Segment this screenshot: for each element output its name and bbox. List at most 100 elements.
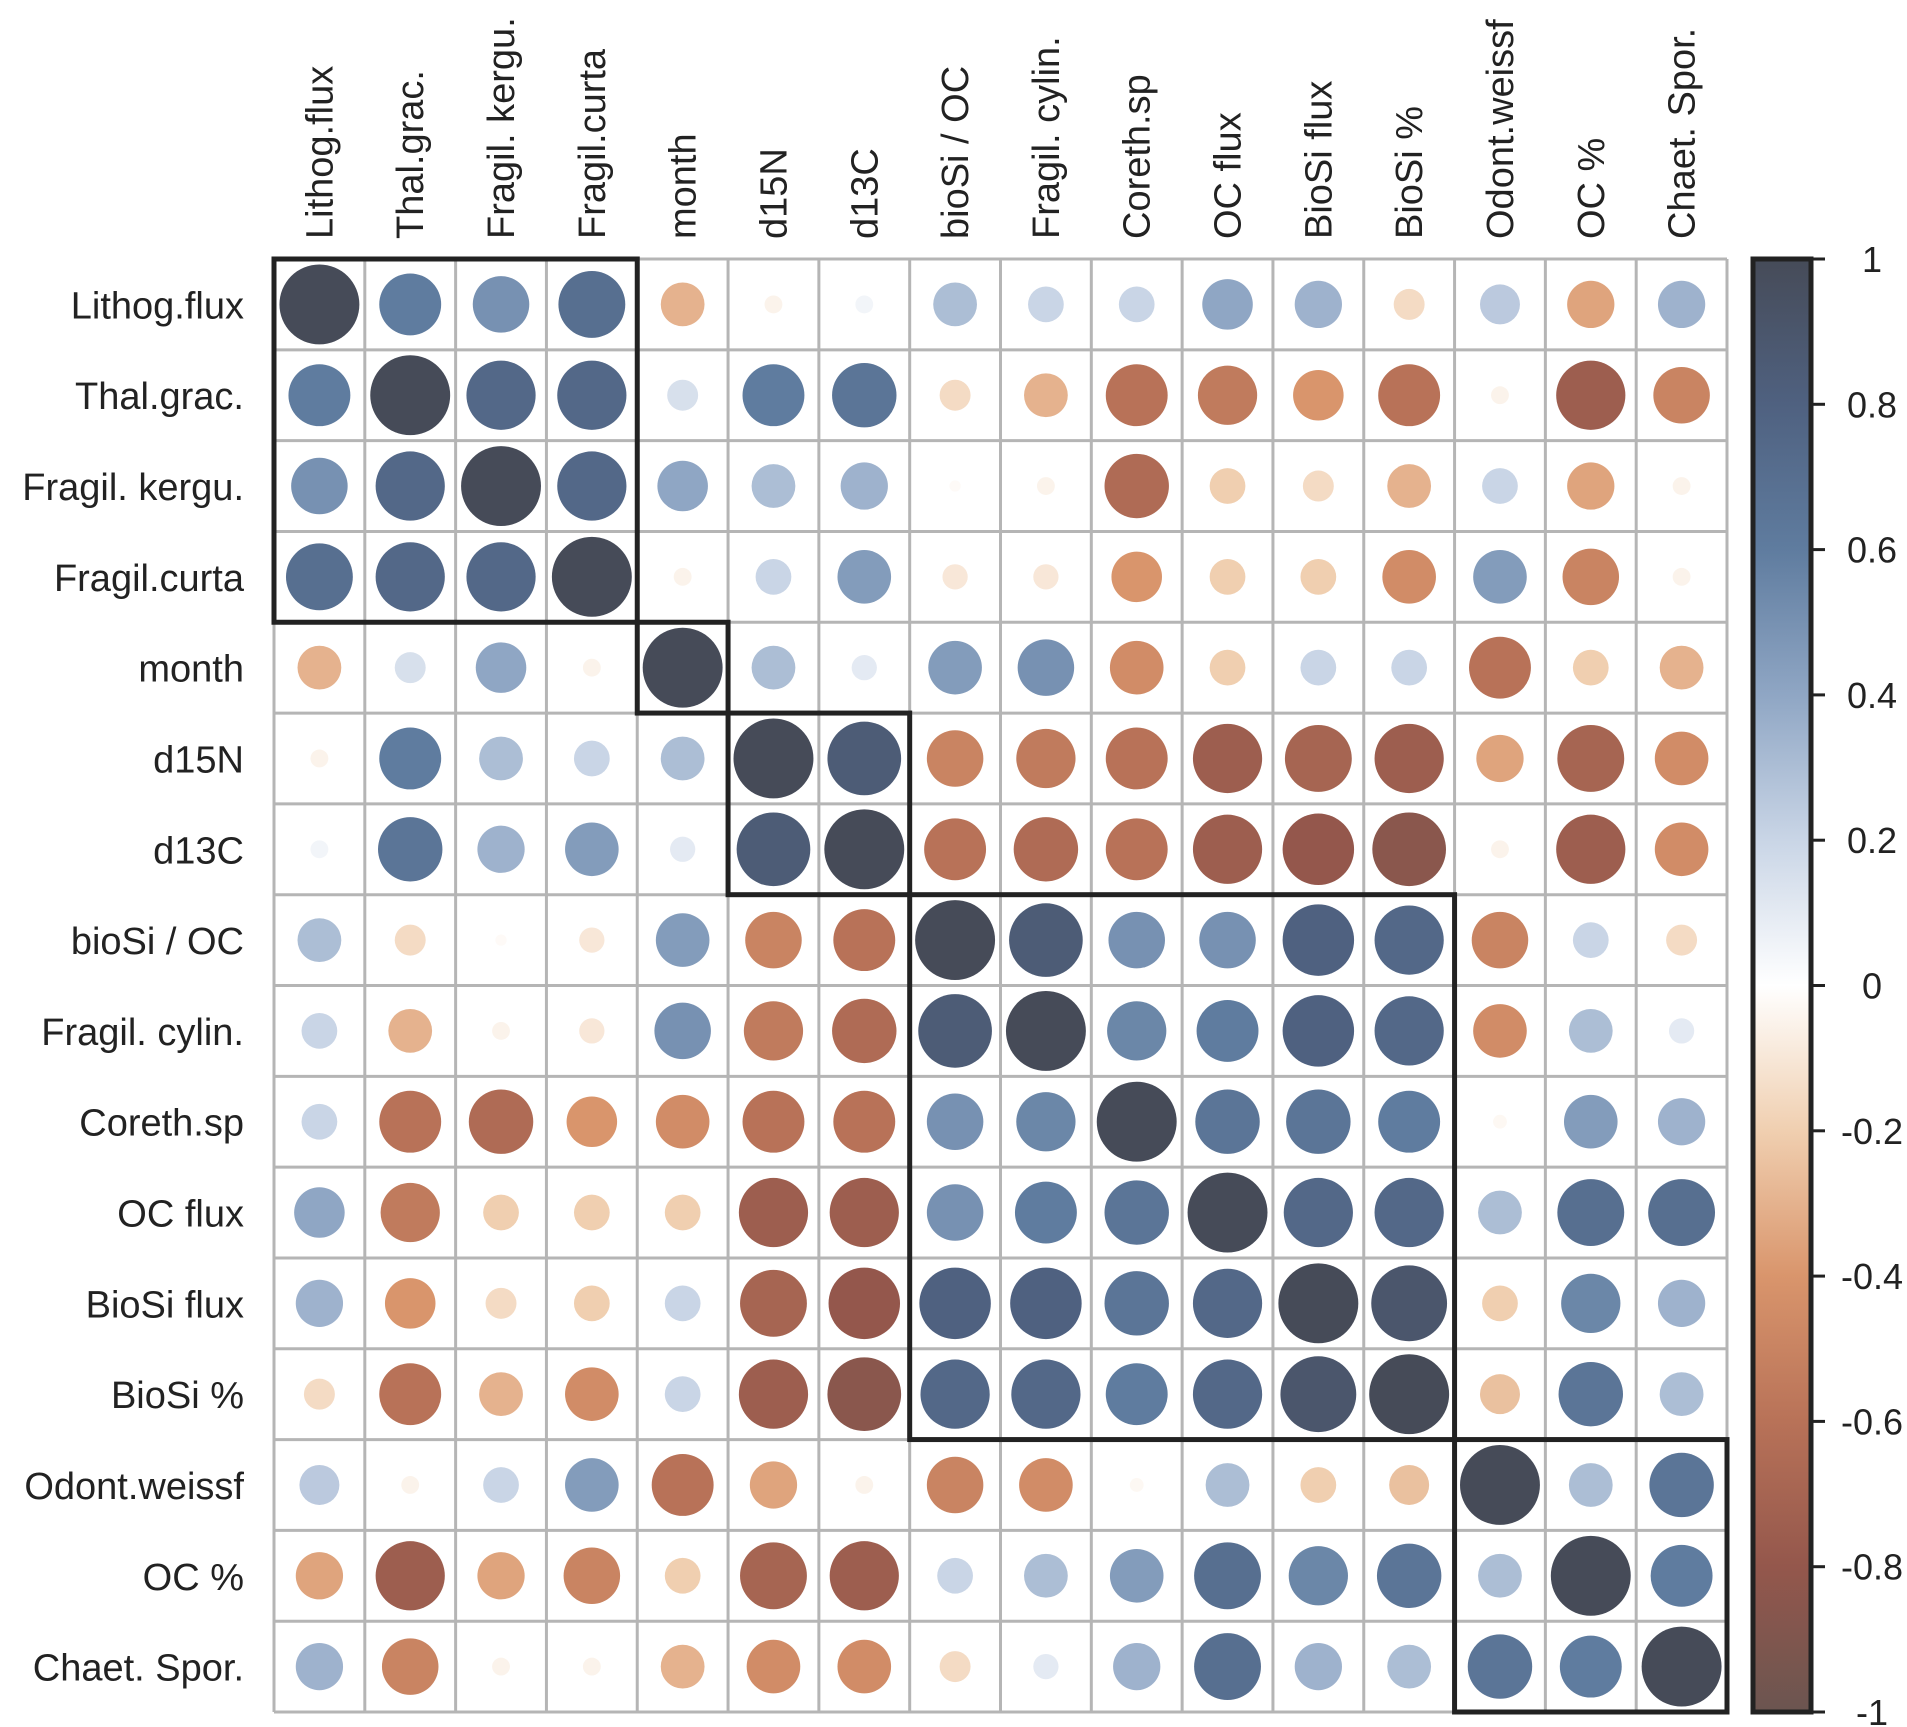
correlation-circle — [1209, 558, 1246, 595]
correlation-circle — [1376, 1543, 1442, 1608]
correlation-circle — [1387, 464, 1432, 508]
correlation-circle — [291, 457, 348, 515]
correlation-circle — [379, 273, 442, 336]
correlation-circle — [477, 1552, 525, 1600]
correlation-circle — [1550, 1535, 1631, 1616]
colorbar-tick-label: 0.2 — [1847, 820, 1897, 861]
correlation-circle — [926, 730, 984, 787]
row-label: Thal.grac. — [75, 376, 244, 418]
row-label: OC % — [143, 1557, 244, 1599]
correlation-circle — [1196, 999, 1259, 1062]
column-label: OC flux — [1208, 112, 1250, 239]
correlation-circle — [1300, 558, 1337, 595]
correlation-circle — [673, 567, 692, 586]
correlation-circle — [375, 451, 445, 521]
correlation-circle — [1104, 1271, 1169, 1336]
correlation-circle — [565, 1367, 619, 1421]
correlation-circle — [1033, 564, 1059, 590]
correlation-circle — [297, 645, 342, 690]
correlation-circle — [1460, 1445, 1540, 1525]
row-label: OC flux — [117, 1194, 244, 1236]
correlation-circle — [1192, 814, 1263, 884]
correlation-circle — [1648, 1179, 1716, 1246]
correlation-circle — [742, 1090, 805, 1153]
correlation-circle — [479, 736, 523, 781]
correlation-circle — [660, 282, 705, 327]
correlation-circle — [1011, 1359, 1081, 1429]
correlation-circle — [764, 295, 783, 314]
correlation-circle — [1010, 1267, 1082, 1340]
correlation-circle — [1013, 817, 1079, 882]
correlation-circle — [479, 1372, 523, 1417]
correlation-circle — [942, 564, 968, 590]
correlation-circle — [301, 1013, 338, 1049]
correlation-circle — [299, 1464, 340, 1505]
cluster-boxes — [271, 256, 1730, 1715]
correlation-circle — [1280, 1356, 1357, 1433]
correlation-circle — [1482, 468, 1518, 504]
correlation-circle — [1476, 734, 1524, 783]
correlation-circle — [379, 1090, 442, 1153]
correlation-circle — [642, 627, 723, 708]
correlation-circle — [949, 480, 961, 492]
correlation-circle — [1293, 369, 1344, 421]
correlation-circle — [1374, 723, 1444, 794]
correlation-circle — [466, 360, 536, 430]
correlation-circle — [939, 379, 971, 411]
correlation-circle — [384, 1278, 436, 1329]
correlation-circle — [1104, 1180, 1169, 1245]
correlation-circle — [1118, 286, 1155, 323]
correlation-circle — [1294, 280, 1342, 329]
correlation-circle — [303, 1378, 335, 1410]
correlation-circle — [851, 655, 877, 681]
correlation-circle — [279, 264, 360, 345]
correlation-circle — [667, 379, 699, 411]
correlation-circle — [301, 1103, 338, 1140]
correlation-circle — [1372, 812, 1446, 887]
correlation-circle — [1288, 1546, 1348, 1606]
correlation-circle — [920, 1359, 990, 1429]
correlation-circle — [751, 464, 796, 508]
correlation-circle — [1378, 364, 1441, 427]
correlation-circle — [1192, 723, 1263, 794]
correlation-circle — [1282, 813, 1355, 886]
correlation-circle — [1562, 548, 1620, 606]
correlation-circle — [1286, 1089, 1351, 1154]
correlation-circle — [933, 282, 977, 327]
correlation-circle — [573, 740, 610, 777]
correlation-circle — [827, 1357, 902, 1431]
colorbar-tick-label: 0.8 — [1847, 384, 1897, 425]
correlation-circle — [660, 736, 705, 781]
correlation-circle — [664, 1557, 701, 1594]
correlation-circle — [573, 1285, 610, 1322]
column-label: Fragil. cylin. — [1026, 36, 1068, 239]
correlation-circle — [832, 363, 897, 428]
column-label: bioSi / OC — [935, 66, 977, 239]
colorbar-tick-label: -1 — [1856, 1692, 1888, 1727]
correlation-circle — [926, 1184, 984, 1241]
correlation-circle — [1199, 911, 1256, 969]
column-label: Lithog.flux — [299, 66, 341, 239]
colorbar-gradient — [1750, 256, 1814, 1715]
correlation-circle — [1491, 386, 1509, 405]
color-legend: 1 0.8 0.6 0.4 0.2 0 -0.2 -0.4 -0.6 -0.8 -1 — [1750, 239, 1903, 1727]
correlation-circle — [755, 558, 792, 595]
correlation-circle — [295, 1279, 344, 1327]
correlation-circle — [1557, 1179, 1625, 1246]
correlation-circle — [1657, 280, 1706, 329]
column-label: Coreth.sp — [1117, 74, 1159, 239]
correlation-circle — [733, 718, 814, 799]
correlation-circle — [1028, 286, 1064, 323]
correlation-circle — [477, 825, 525, 873]
row-label: d13C — [153, 830, 244, 872]
correlation-circle — [388, 1009, 433, 1053]
row-label: Lithog.flux — [71, 285, 244, 327]
row-label: bioSi / OC — [71, 921, 244, 963]
correlation-circle — [1659, 645, 1704, 690]
correlation-circle — [1105, 1363, 1168, 1426]
correlation-circle — [1382, 550, 1436, 604]
correlation-circle — [1209, 649, 1246, 686]
correlation-circle — [939, 1651, 971, 1683]
correlation-circle — [664, 1194, 701, 1231]
correlation-circle — [1572, 922, 1609, 958]
